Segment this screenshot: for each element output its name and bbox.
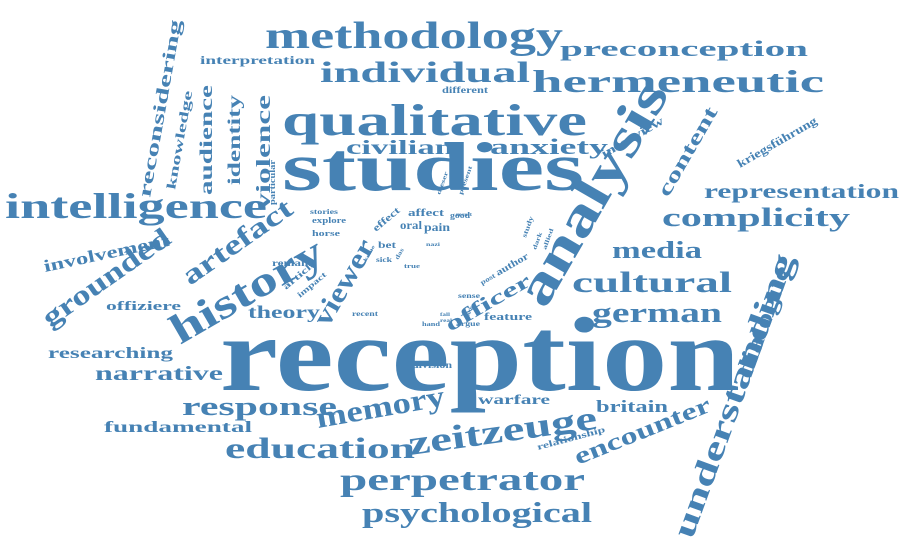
word-sick: sick [376,256,392,264]
word-identity: identity [224,95,244,185]
word-recent: recent [352,310,379,318]
word-violence: violence [253,95,275,210]
word-education: education [225,432,415,465]
word-reception: reception [220,298,740,414]
word-sense: sense [458,292,480,300]
word-true: true [404,264,420,270]
word-complicity: complicity [662,203,850,232]
word-civilian: civilian [346,137,454,159]
word-psychological: psychological [362,498,592,529]
word-preconception: preconception [560,36,808,61]
word-particular: particular [268,159,277,205]
word-different: different [442,85,488,95]
word-youth: youth [465,306,475,321]
word-response: response [182,392,337,421]
word-argue: argue [456,320,480,328]
word-methodology: methodology [265,15,563,57]
word-warfare: warfare [478,393,550,408]
word-intelligence: intelligence [5,186,267,226]
word-pain: pain [424,220,450,234]
word-division: division [412,360,452,370]
word-media: media [612,238,702,264]
word-perpetrator: perpetrator [340,461,585,497]
word-cultural: cultural [572,266,732,299]
word-narrative: narrative [95,363,223,385]
word-nazi: nazi [426,243,441,248]
word-fall: fall [440,313,451,318]
word-individual: individual [320,56,530,89]
word-real: real [440,319,453,324]
word-anxiety: anxiety [490,134,608,159]
word-affect: affect [408,208,445,219]
word-theory: theory [248,302,320,322]
word-audience: audience [196,85,216,195]
word-interpretation: interpretation [200,53,316,67]
word-stories: stories [310,208,338,216]
word-kriegsfuhrung: kriegsführung [735,113,820,170]
word-hermeneutic: hermeneutic [532,63,824,99]
word-britain: britain [596,397,669,416]
word-researching: researching [48,345,173,362]
word-explore: explore [312,216,347,225]
word-result: result [456,213,472,218]
word-das: das [395,247,407,261]
word-bet: bet [378,240,396,250]
word-post: post [479,271,498,286]
word-qualitative: qualitative [282,96,587,145]
word-oral: oral [400,218,423,232]
word-studies: studies [282,128,584,205]
word-offiziere: offiziere [106,298,181,313]
word-hand: hand [422,322,441,328]
word-feature: feature [484,311,532,323]
word-horse: horse [312,229,341,238]
word-effect: effect [371,205,403,235]
word-good: good [450,211,471,220]
word-fundamental: fundamental [104,419,253,436]
word-german: german [592,298,723,329]
word-representation: representation [704,181,899,203]
word-remain: remain [272,258,312,268]
